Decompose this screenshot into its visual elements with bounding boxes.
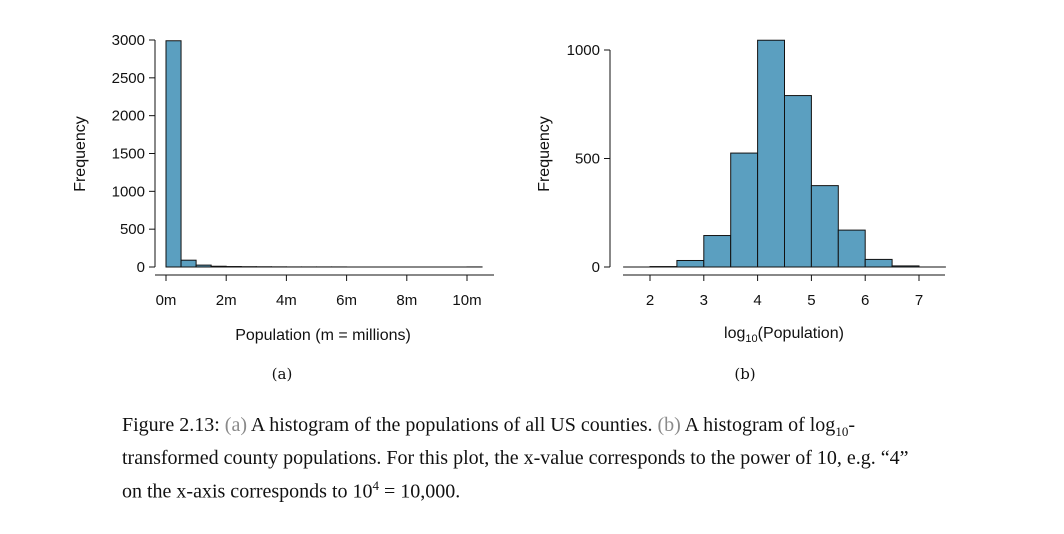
histogram-b-bar <box>810 185 839 268</box>
histogram-b-y-tick-label: 500 <box>575 151 600 168</box>
histogram-a-x-tick-label: 6m <box>336 292 357 309</box>
histogram-b-bar <box>837 229 866 268</box>
histogram-a-x-tick-label: 2m <box>216 292 237 309</box>
histogram-a-y-ticks: 0 500 1000 1500 2000 2500 3000 <box>112 32 155 276</box>
histogram-a-y-tick-label: 0 <box>137 259 145 276</box>
histogram-b-y-tick-label: 1000 <box>567 42 600 59</box>
histogram-b-x-label: log10(Population) <box>724 325 844 345</box>
histogram-b-bar <box>784 95 812 268</box>
histogram-b: 2 3 4 5 6 7 0 500 1000 log10(Population) Freque… <box>536 39 946 383</box>
caption-tail: = 10,000. <box>379 480 461 503</box>
histogram-b-x-tick-label: 7 <box>915 292 923 309</box>
caption-text-b-2: -transformed county populations. For thi… <box>122 414 909 503</box>
histogram-a-y-label: Frequency <box>72 116 89 192</box>
histogram-b-y-tick-label: 0 <box>592 259 600 276</box>
histogram-b-bar <box>864 258 893 268</box>
caption-figure-label: Figure 2.13: <box>122 414 220 436</box>
caption-log-word: log <box>809 414 836 436</box>
histogram-a-x-tick-label: 0m <box>156 292 177 309</box>
histogram-a-bar <box>165 40 182 268</box>
histogram-b-bar <box>676 259 705 268</box>
caption-text-b: A histogram of <box>684 414 805 436</box>
histogram-b-x-tick-label: 5 <box>807 292 815 309</box>
histogram-b-bar <box>757 39 785 268</box>
histogram-a-x-tick-label: 10m <box>452 292 481 309</box>
histogram-a-x-tick-label: 4m <box>276 292 297 309</box>
caption-text-a: A histogram of the populations of all US… <box>250 414 653 436</box>
histogram-b-bar <box>703 235 732 268</box>
histogram-b-bars <box>623 39 946 268</box>
caption-log-sub: 10 <box>835 424 849 439</box>
figure-caption: Figure 2.13: (a) A histogram of the popu… <box>122 412 922 506</box>
histogram-a-y-tick-label: 1000 <box>112 183 145 200</box>
histogram-b-x-label-rest: (Population) <box>758 325 844 342</box>
histogram-b-bar <box>730 152 759 268</box>
histogram-b-x-tick-label: 2 <box>646 292 654 309</box>
histogram-a-x-label: Population (m = millions) <box>235 327 411 344</box>
histogram-b-x-tick-label: 4 <box>753 292 761 309</box>
histogram-b-x-label-sub: 10 <box>745 333 757 345</box>
histogram-a-y-tick-label: 1500 <box>112 146 145 163</box>
histogram-a-x-ticks: 0m 2m 4m 6m 8m 10m <box>156 275 482 309</box>
histogram-a-y-tick-label: 2000 <box>112 108 145 125</box>
caption-exponent: 4 <box>372 478 380 493</box>
histogram-b-x-label-log: log <box>724 325 745 342</box>
histogram-a-panel-label: (a) <box>272 365 293 383</box>
histogram-a-y-tick-label: 2500 <box>112 70 145 87</box>
histogram-a-y-tick-label: 500 <box>120 221 145 238</box>
histogram-a-x-tick-label: 8m <box>396 292 417 309</box>
histogram-a-y-tick-label: 3000 <box>112 32 145 49</box>
caption-ref-a: (a) <box>224 414 247 436</box>
caption-ref-b: (b) <box>657 414 681 436</box>
histogram-b-x-tick-label: 6 <box>861 292 869 309</box>
histogram-b-x-ticks: 2 3 4 5 6 7 <box>646 275 923 309</box>
histogram-b-x-tick-label: 3 <box>700 292 708 309</box>
histogram-a-bar <box>180 259 197 268</box>
histogram-a: 0m 2m 4m 6m 8m 10m 0 500 1000 1500 2000 2500 3000 P… <box>72 32 494 383</box>
histogram-b-panel-label: (b) <box>734 365 755 383</box>
histogram-b-y-ticks: 0 500 1000 <box>567 42 610 276</box>
histogram-a-bars <box>165 40 483 268</box>
histogram-b-y-label: Frequency <box>536 116 553 192</box>
